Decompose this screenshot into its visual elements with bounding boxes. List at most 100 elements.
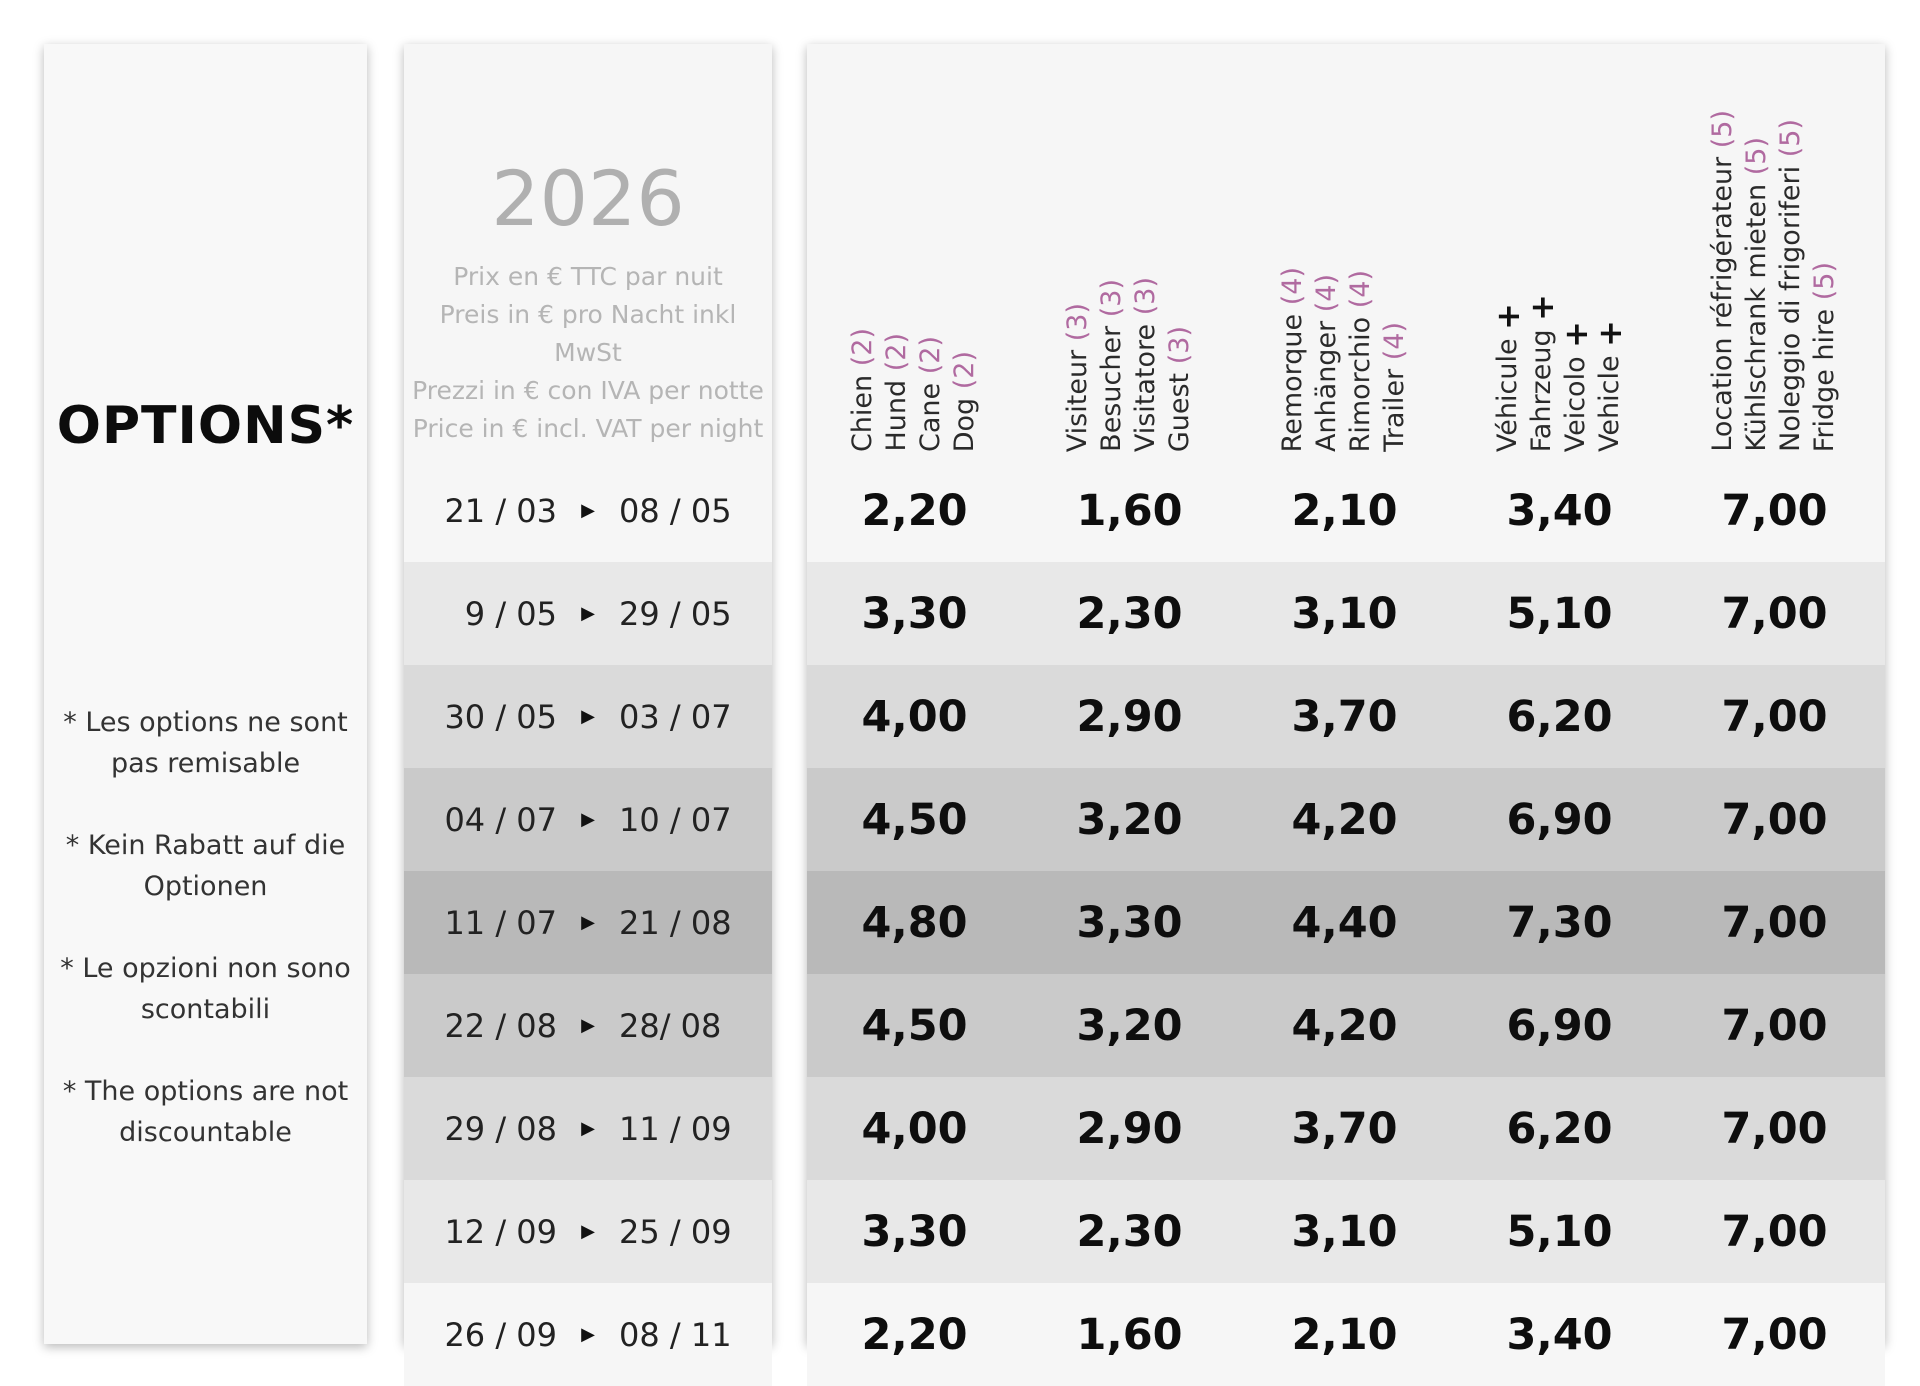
header-label: Remorque: [1277, 313, 1308, 452]
header-line: Visiteur (3): [1061, 303, 1095, 452]
header-label: Véhicule: [1492, 338, 1523, 452]
header-label: Trailer: [1379, 369, 1410, 452]
price-cell: 3,20: [1076, 1000, 1183, 1051]
arrow-right-icon: ▶: [581, 1015, 595, 1036]
date-range-row: 9 / 05 ▶ 29 / 05: [404, 562, 772, 665]
header-label: Noleggio di frigoriferi: [1775, 165, 1806, 452]
price-cell: 3,70: [1291, 1103, 1398, 1154]
date-from: 04 / 07: [444, 800, 557, 839]
price-cell: 7,30: [1506, 897, 1613, 948]
header-label: Guest: [1164, 372, 1195, 452]
footnote-ref: (3): [1062, 302, 1093, 342]
date-to: 29 / 05: [619, 594, 732, 633]
header-label: Besucher: [1096, 326, 1127, 452]
plus-icon: +: [1557, 320, 1595, 348]
price-cell: 6,20: [1506, 691, 1613, 742]
price-cell: 2,20: [861, 485, 968, 536]
footnote-ref: (3): [1130, 276, 1161, 316]
footnote-ref: (5): [1741, 137, 1772, 176]
plus-icon: +: [1489, 302, 1527, 330]
date-range-row: 26 / 09 ▶ 08 / 11: [404, 1283, 772, 1386]
header-label: Anhänger: [1311, 320, 1342, 452]
date-to: 08 / 11: [619, 1315, 732, 1354]
price-cell: 5,10: [1506, 1206, 1613, 1257]
price-cell: 4,50: [861, 794, 968, 845]
price-info-it: Prezzi in € con IVA per notte: [412, 376, 764, 405]
arrow-right-icon: ▶: [581, 706, 595, 727]
date-from: 30 / 05: [444, 697, 557, 736]
header-label: Visiteur: [1062, 349, 1093, 452]
date-range-row: 22 / 08 ▶ 28/ 08: [404, 974, 772, 1077]
prices-panel: Chien (2) Hund (2) Cane (2) Dog (2) Visiteur…: [807, 44, 1885, 1386]
header-line: Fahrzeug +: [1523, 294, 1561, 452]
plus-icon: +: [1591, 320, 1629, 347]
options-title: OPTIONS*: [56, 396, 355, 456]
footnote-ref: (4): [1345, 269, 1376, 308]
dates-panel: 2026 Prix en € TTC par nuit Preis in € p…: [404, 44, 772, 1386]
price-row: 4,00 2,90 3,70 6,20 7,00: [807, 665, 1885, 768]
price-cell: 7,00: [1721, 1000, 1828, 1051]
footnote-ref: (5): [1707, 110, 1738, 149]
header-line: Location réfrigérateur (5): [1706, 110, 1740, 452]
note-en: * The options are not discountable: [62, 1076, 349, 1148]
price-row: 3,30 2,30 3,10 5,10 7,00: [807, 1180, 1885, 1283]
price-cell: 2,30: [1076, 1206, 1183, 1257]
footnote-ref: (3): [1096, 279, 1127, 318]
header-label: Fridge hire: [1809, 308, 1840, 452]
header-label: Location réfrigérateur: [1707, 157, 1738, 452]
header-line: Vehicle +: [1591, 320, 1629, 452]
price-cell: 5,10: [1506, 588, 1613, 639]
footnote-ref: (2): [881, 333, 912, 372]
header-line: Chien (2): [846, 328, 880, 452]
header-line: Besucher (3): [1095, 279, 1129, 452]
price-cell: 3,70: [1291, 691, 1398, 742]
price-row: 2,20 1,60 2,10 3,40 7,00: [807, 1283, 1885, 1386]
price-cell: 7,00: [1721, 794, 1828, 845]
footnote-ref: (5): [1775, 119, 1806, 158]
header-line: Trailer (4): [1378, 322, 1412, 452]
header-line: Dog (2): [948, 351, 982, 452]
price-cell: 2,10: [1291, 1309, 1398, 1360]
header-label: Cane: [915, 382, 946, 452]
price-cell: 4,00: [861, 691, 968, 742]
date-range-row: 21 / 03 ▶ 08 / 05: [404, 459, 772, 562]
price-cell: 2,90: [1076, 691, 1183, 742]
column-headers: Chien (2) Hund (2) Cane (2) Dog (2) Visiteur…: [807, 44, 1885, 454]
footnote-ref: (4): [1311, 273, 1342, 313]
price-cell: 1,60: [1076, 1309, 1183, 1360]
price-cell: 4,50: [861, 1000, 968, 1051]
header-line: Rimorchio (4): [1344, 270, 1378, 452]
price-cell: 2,10: [1291, 485, 1398, 536]
header-label: Kühlschrank mieten: [1741, 184, 1772, 452]
price-cell: 3,40: [1506, 1309, 1613, 1360]
header-line: Fridge hire (5): [1808, 262, 1842, 452]
header-line: Anhänger (4): [1310, 274, 1344, 452]
price-cell: 4,80: [861, 897, 968, 948]
note-de: * Kein Rabatt auf die Optionen: [65, 830, 346, 902]
price-cell: 6,90: [1506, 1000, 1613, 1051]
date-range-row: 29 / 08 ▶ 11 / 09: [404, 1077, 772, 1180]
price-cell: 7,00: [1721, 1309, 1828, 1360]
footnote-ref: (4): [1277, 266, 1308, 305]
date-from: 11 / 07: [444, 903, 557, 942]
header-label: Hund: [881, 380, 912, 452]
price-info-en: Price in € incl. VAT per night: [412, 414, 764, 443]
header-fridge: Location réfrigérateur (5) Kühlschrank mi…: [1667, 52, 1882, 452]
header-line: Kühlschrank mieten (5): [1740, 137, 1774, 452]
header-label: Rimorchio: [1345, 316, 1376, 452]
price-row: 2,20 1,60 2,10 3,40 7,00: [807, 459, 1885, 562]
header-vehicle: Véhicule + Fahrzeug + Veicolo + Vehicle +: [1452, 52, 1667, 452]
price-info-de: Preis in € pro Nacht inkl MwSt: [439, 300, 737, 367]
header-line: Noleggio di frigoriferi (5): [1774, 119, 1808, 452]
price-info-fr: Prix en € TTC par nuit: [453, 262, 723, 291]
date-to: 25 / 09: [619, 1212, 732, 1251]
date-from: 22 / 08: [444, 1006, 557, 1045]
arrow-right-icon: ▶: [581, 1118, 595, 1139]
price-cell: 2,30: [1076, 588, 1183, 639]
price-info: Prix en € TTC par nuit Preis in € pro Na…: [404, 258, 772, 448]
header-label: Visitatore: [1130, 323, 1161, 452]
price-cell: 6,20: [1506, 1103, 1613, 1154]
price-cell: 1,60: [1076, 485, 1183, 536]
date-ranges: 21 / 03 ▶ 08 / 05 9 / 05 ▶ 29 / 05 30 / 05 ▶ 03 …: [404, 459, 772, 1386]
date-range-row: 12 / 09 ▶ 25 / 09: [404, 1180, 772, 1283]
